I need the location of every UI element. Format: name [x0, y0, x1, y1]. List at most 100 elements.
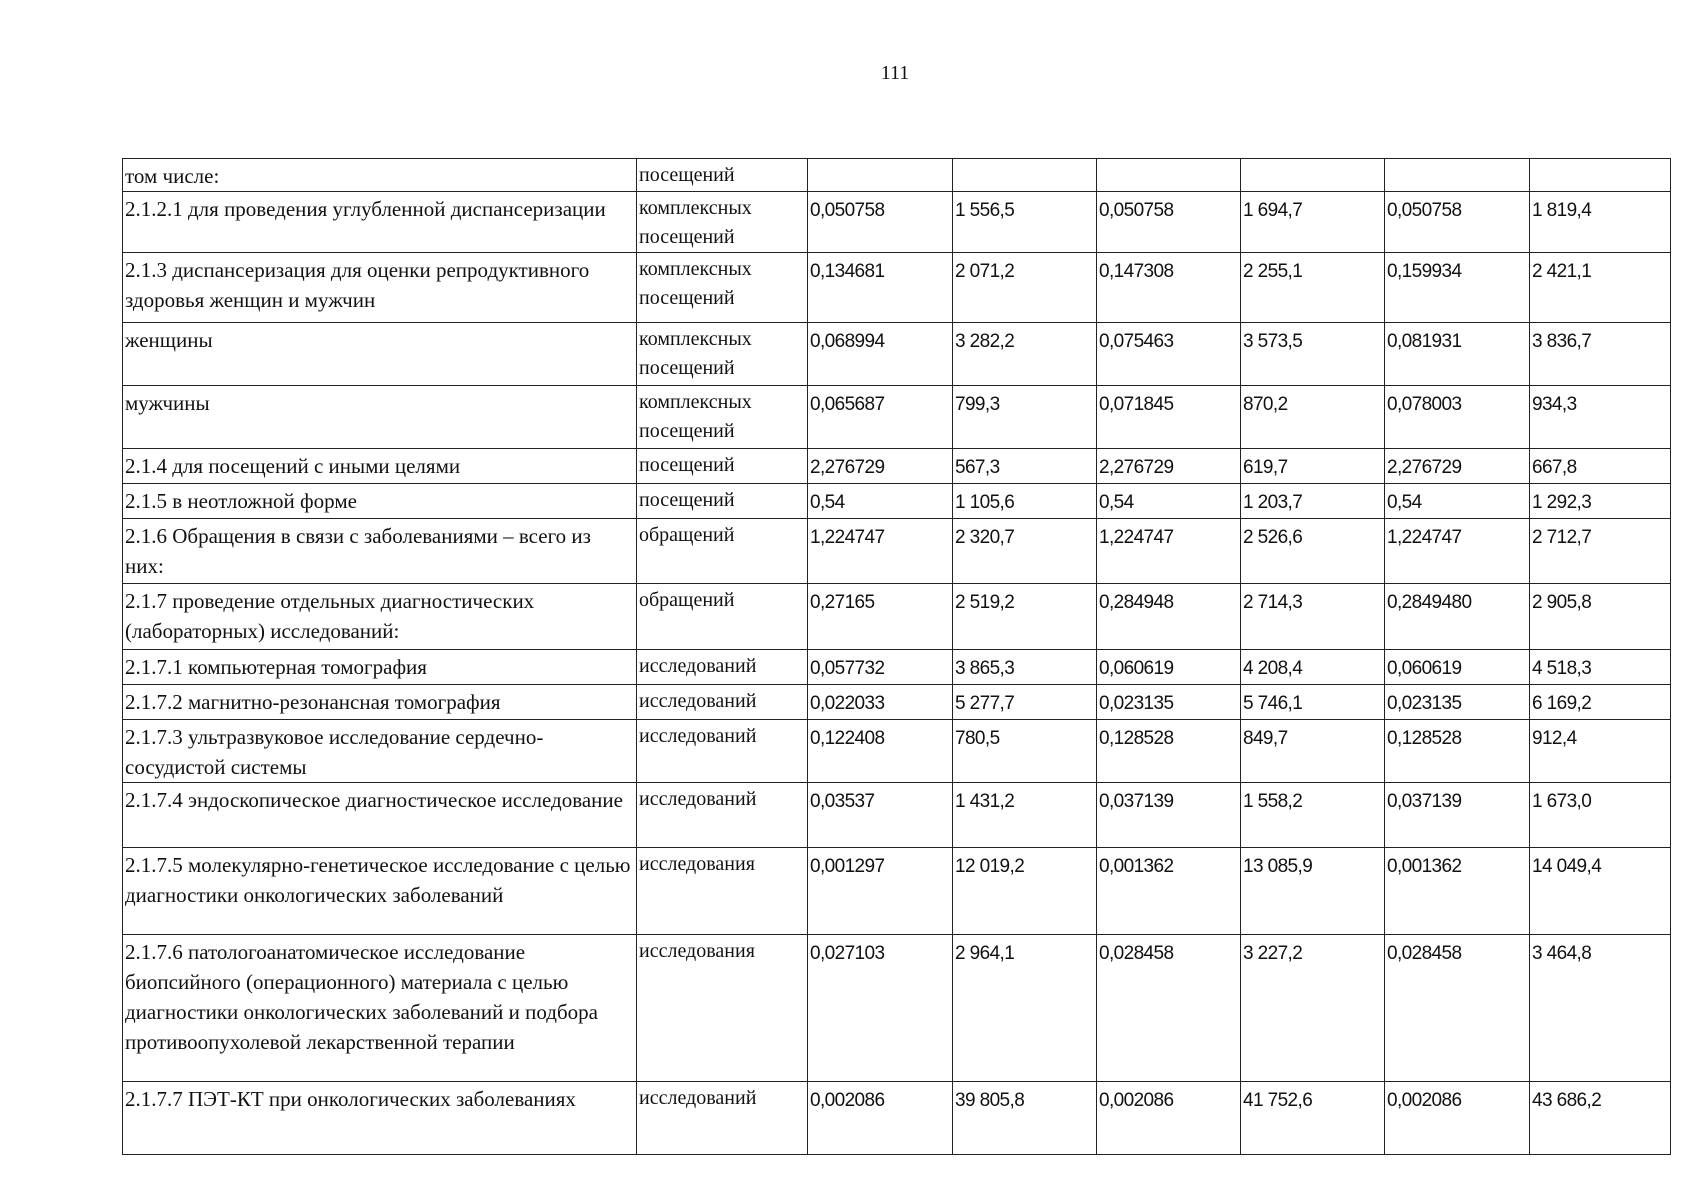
cost-value-cell: 3 865,3 — [952, 649, 1097, 685]
table-row: том числе: посещений — [122, 158, 1671, 192]
row-name-cell: 2.1.7 проведение отдельных диагностическ… — [122, 583, 637, 650]
cost-value-cell: 2 714,3 — [1240, 583, 1385, 650]
table-row: женщины комплексных посещений 0,068994 3 28… — [122, 322, 1671, 386]
norm-value-cell: 0,081931 — [1384, 322, 1530, 386]
row-name-cell: мужчины — [122, 385, 637, 449]
table-row: 2.1.7.4 эндоскопическое диагностическое … — [122, 782, 1671, 848]
norm-value-cell: 0,068994 — [807, 322, 953, 386]
cost-value-cell: 39 805,8 — [952, 1081, 1097, 1155]
cost-value-cell: 5 746,1 — [1240, 684, 1385, 720]
unit-cell: обращений — [636, 518, 808, 584]
cost-value-cell: 1 819,4 — [1529, 191, 1671, 253]
table-row: мужчины комплексных посещений 0,065687 799,… — [122, 385, 1671, 449]
unit-cell: исследований — [636, 684, 808, 720]
norm-value-cell: 1,224747 — [807, 518, 953, 584]
cost-value-cell: 2 519,2 — [952, 583, 1097, 650]
cost-value-cell: 2 255,1 — [1240, 252, 1385, 323]
row-name-cell: женщины — [122, 322, 637, 386]
cost-value-cell: 870,2 — [1240, 385, 1385, 449]
norm-value-cell: 0,071845 — [1096, 385, 1241, 449]
cost-value-cell: 667,8 — [1529, 448, 1671, 484]
cost-value-cell: 1 694,7 — [1240, 191, 1385, 253]
cost-value-cell: 2 421,1 — [1529, 252, 1671, 323]
norm-value-cell: 0,037139 — [1384, 782, 1530, 848]
cost-value-cell: 4 208,4 — [1240, 649, 1385, 685]
cost-value-cell: 934,3 — [1529, 385, 1671, 449]
row-name-cell: 2.1.6 Обращения в связи с заболеваниями … — [122, 518, 637, 584]
norm-value-cell: 0,037139 — [1096, 782, 1241, 848]
norm-value-cell: 0,050758 — [807, 191, 953, 253]
norm-value-cell: 0,147308 — [1096, 252, 1241, 323]
norm-value-cell — [807, 158, 953, 192]
unit-cell: посещений — [636, 158, 808, 192]
norm-value-cell — [1384, 158, 1530, 192]
cost-value-cell: 799,3 — [952, 385, 1097, 449]
cost-value-cell: 3 573,5 — [1240, 322, 1385, 386]
norm-value-cell: 1,224747 — [1384, 518, 1530, 584]
table-row: 2.1.6 Обращения в связи с заболеваниями … — [122, 518, 1671, 584]
table-row: 2.1.7 проведение отдельных диагностическ… — [122, 583, 1671, 650]
unit-cell: комплексных посещений — [636, 322, 808, 386]
table-body: том числе: посещений 2.1.2.1 для проведени… — [122, 158, 1671, 1155]
cost-value-cell: 3 464,8 — [1529, 934, 1671, 1082]
norm-value-cell: 0,54 — [807, 483, 953, 519]
norm-value-cell: 2,276729 — [1384, 448, 1530, 484]
table-row: 2.1.7.1 компьютерная томография исследова… — [122, 649, 1671, 685]
unit-cell: исследования — [636, 847, 808, 935]
norm-value-cell: 0,028458 — [1096, 934, 1241, 1082]
row-name-cell: 2.1.7.2 магнитно-резонансная томография — [122, 684, 637, 720]
norm-value-cell: 0,002086 — [807, 1081, 953, 1155]
unit-cell: комплексных посещений — [636, 191, 808, 253]
norm-value-cell: 0,023135 — [1096, 684, 1241, 720]
norm-value-cell: 0,001362 — [1096, 847, 1241, 935]
table-row: 2.1.3 диспансеризация для оценки репроду… — [122, 252, 1671, 323]
norm-value-cell: 0,023135 — [1384, 684, 1530, 720]
cost-value-cell: 780,5 — [952, 719, 1097, 783]
norm-value-cell: 0,065687 — [807, 385, 953, 449]
norm-value-cell: 0,078003 — [1384, 385, 1530, 449]
cost-value-cell: 3 227,2 — [1240, 934, 1385, 1082]
cost-value-cell: 5 277,7 — [952, 684, 1097, 720]
row-name-cell: 2.1.5 в неотложной форме — [122, 483, 637, 519]
unit-cell: исследований — [636, 649, 808, 685]
cost-value-cell: 1 203,7 — [1240, 483, 1385, 519]
table-row: 2.1.2.1 для проведения углубленной диспа… — [122, 191, 1671, 253]
row-name-cell: 2.1.7.3 ультразвуковое исследование серд… — [122, 719, 637, 783]
table-row: 2.1.7.2 магнитно-резонансная томография и… — [122, 684, 1671, 720]
norm-value-cell: 2,276729 — [1096, 448, 1241, 484]
table-row: 2.1.7.5 молекулярно-генетическое исследо… — [122, 847, 1671, 935]
cost-value-cell: 567,3 — [952, 448, 1097, 484]
norm-value-cell: 0,028458 — [1384, 934, 1530, 1082]
row-name-cell: 2.1.7.1 компьютерная томография — [122, 649, 637, 685]
norm-value-cell: 0,075463 — [1096, 322, 1241, 386]
row-name-cell: 2.1.2.1 для проведения углубленной диспа… — [122, 191, 637, 253]
cost-value-cell: 12 019,2 — [952, 847, 1097, 935]
norm-value-cell: 0,27165 — [807, 583, 953, 650]
cost-value-cell: 1 105,6 — [952, 483, 1097, 519]
unit-cell: исследований — [636, 719, 808, 783]
norm-value-cell: 0,134681 — [807, 252, 953, 323]
norm-value-cell: 0,128528 — [1384, 719, 1530, 783]
row-name-cell: 2.1.4 для посещений с иными целями — [122, 448, 637, 484]
cost-value-cell: 6 169,2 — [1529, 684, 1671, 720]
norm-value-cell: 0,159934 — [1384, 252, 1530, 323]
unit-cell: исследований — [636, 1081, 808, 1155]
cost-value-cell — [1240, 158, 1385, 192]
unit-cell: посещений — [636, 448, 808, 484]
cost-value-cell: 41 752,6 — [1240, 1081, 1385, 1155]
norm-value-cell: 0,03537 — [807, 782, 953, 848]
cost-value-cell — [952, 158, 1097, 192]
cost-value-cell: 1 673,0 — [1529, 782, 1671, 848]
row-name-cell: 2.1.7.4 эндоскопическое диагностическое … — [122, 782, 637, 848]
unit-cell: обращений — [636, 583, 808, 650]
norm-value-cell: 0,057732 — [807, 649, 953, 685]
cost-value-cell: 619,7 — [1240, 448, 1385, 484]
norm-value-cell: 0,122408 — [807, 719, 953, 783]
norm-value-cell: 1,224747 — [1096, 518, 1241, 584]
unit-cell: исследований — [636, 782, 808, 848]
norm-value-cell: 0,001362 — [1384, 847, 1530, 935]
table-row: 2.1.7.3 ультразвуковое исследование серд… — [122, 719, 1671, 783]
norm-value-cell: 0,060619 — [1096, 649, 1241, 685]
cost-value-cell: 13 085,9 — [1240, 847, 1385, 935]
cost-value-cell: 43 686,2 — [1529, 1081, 1671, 1155]
